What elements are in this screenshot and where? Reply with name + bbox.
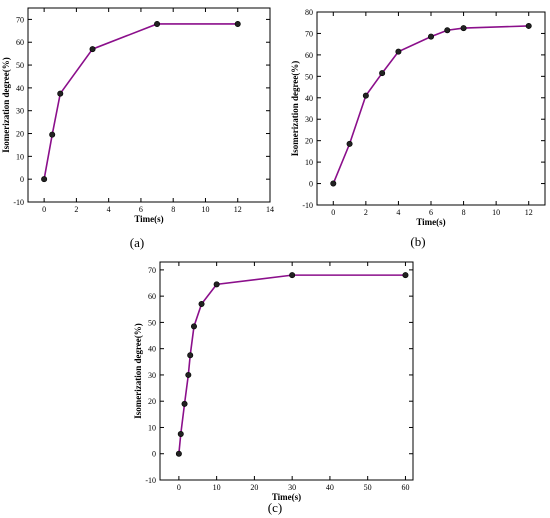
data-point-a-0	[41, 176, 48, 183]
data-point-b-3	[379, 70, 386, 77]
y-tick-label-b-3: 20	[305, 137, 313, 146]
chart-b: 0 2 4 6 8 10 12 -10 0 10 20 30 40 50 60 70 80 Time(s) Isom…	[290, 8, 546, 249]
y-tick-label-c-8: 70	[148, 266, 156, 275]
x-tick-label-b-6: 12	[525, 208, 533, 217]
x-axis-label-c: Time(s)	[272, 492, 301, 502]
x-axis-label-a: Time(s)	[134, 214, 163, 224]
y-tick-label-b-7: 60	[305, 51, 313, 60]
y-axis-label-a: Isomerization degree(%)	[1, 57, 11, 153]
x-tick-label-b-2: 4	[396, 208, 400, 217]
y-tick-label-b-6: 50	[305, 72, 313, 81]
y-tick-label-c-6: 50	[148, 318, 156, 327]
y-tick-label-b-5: 40	[305, 94, 313, 103]
data-point-a-3	[89, 46, 96, 53]
y-axis-label-c: Isomerization degree(%)	[133, 323, 143, 419]
series-line-b	[332, 25, 529, 184]
y-tick-label-a-2: 10	[16, 152, 24, 161]
x-tick-label-c-4: 40	[326, 483, 334, 492]
y-tick-label-c-1: 0	[152, 450, 156, 459]
series-line-a	[43, 23, 238, 180]
x-tick-label-b-0: 0	[331, 208, 335, 217]
x-axis-label-b: Time(s)	[416, 217, 445, 227]
data-point-a-4	[154, 20, 161, 27]
data-point-c-5	[190, 323, 197, 330]
x-tick-label-a-1: 2	[74, 205, 78, 214]
data-point-b-4	[395, 48, 402, 55]
x-tick-label-c-0: 0	[177, 483, 181, 492]
x-tick-label-a-0: 0	[42, 205, 46, 214]
x-tick-label-a-2: 4	[107, 205, 111, 214]
y-tick-label-b-1: 0	[309, 180, 313, 189]
x-tick-label-c-3: 30	[288, 483, 296, 492]
y-tick-label-a-5: 40	[16, 84, 24, 93]
y-tick-label-a-8: 70	[16, 15, 24, 24]
data-point-b-7	[460, 25, 467, 32]
plot-frame-a	[27, 7, 271, 203]
y-tick-label-b-2: 10	[305, 158, 313, 167]
y-tick-label-b-0: -10	[302, 201, 313, 210]
y-tick-label-b-4: 30	[305, 115, 313, 124]
data-point-c-2	[181, 400, 188, 407]
y-tick-label-a-0: -10	[13, 198, 24, 207]
data-point-b-8	[525, 22, 532, 29]
y-tick-label-c-0: -10	[145, 476, 156, 485]
panel-label-b: (b)	[410, 234, 425, 249]
y-tick-label-b-9: 80	[305, 8, 313, 17]
y-tick-label-a-1: 0	[20, 175, 24, 184]
data-point-b-2	[362, 92, 369, 99]
data-point-c-9	[402, 272, 409, 279]
x-tick-label-b-1: 2	[364, 208, 368, 217]
panel-label-a: (a)	[130, 235, 144, 250]
x-tick-label-c-1: 10	[213, 483, 221, 492]
data-point-c-6	[198, 301, 205, 308]
data-point-c-3	[185, 371, 192, 378]
data-point-a-2	[57, 90, 64, 97]
data-point-b-6	[444, 27, 451, 34]
data-point-c-4	[187, 352, 194, 359]
x-tick-label-c-2: 20	[250, 483, 258, 492]
y-axis-label-b: Isomerization degree(%)	[290, 61, 300, 157]
data-point-b-0	[330, 180, 337, 187]
data-point-c-7	[213, 281, 220, 288]
y-tick-label-b-8: 70	[305, 29, 313, 38]
series-line-c	[178, 274, 406, 454]
data-point-b-5	[427, 33, 434, 40]
y-tick-label-a-6: 50	[16, 61, 24, 70]
x-tick-label-a-4: 8	[171, 205, 175, 214]
data-point-a-5	[234, 20, 241, 27]
x-tick-label-a-7: 14	[266, 205, 274, 214]
plot-frame-b	[316, 11, 546, 206]
x-tick-label-a-5: 10	[201, 205, 209, 214]
data-point-c-8	[289, 272, 296, 279]
x-tick-label-c-5: 50	[364, 483, 372, 492]
chart-a: 0 2 4 6 8 10 12 14 -10 0 10 20 30 40 50 60 70 Time(s) Isom…	[1, 7, 274, 250]
data-point-a-1	[49, 131, 56, 138]
panel-label-c: (c)	[268, 500, 282, 515]
plot-frame-c	[159, 261, 414, 481]
data-point-b-1	[346, 140, 353, 147]
y-tick-label-a-4: 30	[16, 107, 24, 116]
y-tick-label-a-7: 60	[16, 38, 24, 47]
x-tick-label-b-5: 10	[492, 208, 500, 217]
data-point-c-1	[177, 431, 184, 438]
y-tick-label-c-7: 60	[148, 292, 156, 301]
x-tick-label-b-4: 8	[462, 208, 466, 217]
y-tick-label-c-5: 40	[148, 345, 156, 354]
y-tick-label-c-4: 30	[148, 371, 156, 380]
data-point-c-0	[175, 450, 182, 457]
y-tick-label-c-2: 10	[148, 423, 156, 432]
x-tick-label-b-3: 6	[429, 208, 433, 217]
x-tick-label-c-6: 60	[401, 483, 409, 492]
y-tick-label-a-3: 20	[16, 130, 24, 139]
x-tick-label-a-6: 12	[234, 205, 242, 214]
y-tick-label-c-3: 20	[148, 397, 156, 406]
x-tick-label-a-3: 6	[139, 205, 143, 214]
chart-c: 0 10 20 30 40 50 60 -10 0 10 20 30 40 50 60 70 Time(s) Is…	[133, 261, 414, 515]
